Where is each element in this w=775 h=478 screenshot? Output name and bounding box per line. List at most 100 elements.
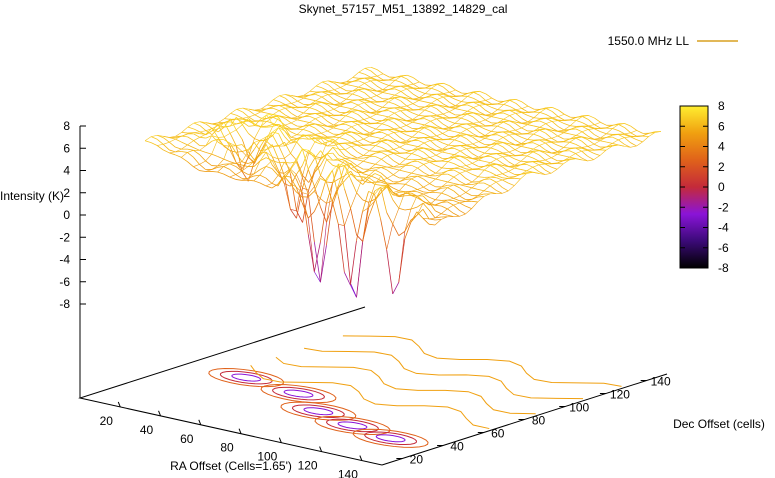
surface-segment <box>400 107 407 111</box>
surface-segment <box>473 98 480 102</box>
surface-segment <box>539 129 546 134</box>
surface-segment <box>364 101 371 103</box>
surface-segment <box>382 106 389 109</box>
surface-segment <box>387 174 394 179</box>
surface-segment <box>381 123 389 127</box>
surface-segment <box>358 68 366 73</box>
surface-segment <box>368 198 375 203</box>
surface-segment <box>521 139 528 144</box>
surface-segment <box>217 141 225 146</box>
surface-segment <box>478 121 486 127</box>
surface-segment <box>429 150 437 156</box>
surface-segment <box>527 151 534 153</box>
surface-segment <box>295 191 303 198</box>
surface-segment <box>532 172 539 174</box>
surface-segment <box>296 129 304 135</box>
surface-segment <box>455 98 462 103</box>
surface-segment <box>459 172 467 179</box>
surface-segment <box>428 217 436 220</box>
surface-segment <box>296 138 303 140</box>
surface-segment <box>406 86 414 89</box>
surface-segment <box>394 85 402 88</box>
surface-segment <box>532 157 540 162</box>
surface-segment <box>618 144 625 147</box>
surface-segment <box>429 177 436 180</box>
surface-segment <box>301 192 309 235</box>
surface-segment <box>406 95 414 100</box>
surface-segment <box>327 90 335 94</box>
surface-segment <box>411 195 418 197</box>
surface-segment <box>357 114 365 120</box>
surface-segment <box>538 163 546 166</box>
contour-ring <box>283 389 314 398</box>
surface-segment <box>352 99 359 102</box>
surface-segment <box>429 146 437 151</box>
surface-segment <box>321 132 328 138</box>
surface-segment <box>581 159 588 162</box>
surface-segment <box>351 110 359 112</box>
surface-segment <box>295 148 303 162</box>
surface-segment <box>436 115 443 119</box>
surface-segment <box>223 133 231 138</box>
surface-segment <box>320 206 327 223</box>
surface-segment <box>459 201 466 204</box>
surface-segment <box>297 116 304 121</box>
surface-segment <box>326 200 333 246</box>
surface-segment <box>600 127 607 129</box>
surface-segment <box>411 178 418 183</box>
surface-segment <box>515 112 523 119</box>
surface-segment <box>478 131 486 136</box>
surface-segment <box>417 142 425 147</box>
surface-segment <box>393 153 400 157</box>
surface-segment <box>308 134 316 139</box>
surface-segment <box>230 112 237 116</box>
surface-segment <box>485 125 492 127</box>
surface-segment <box>321 91 329 95</box>
surface-segment <box>569 135 577 140</box>
surface-segment <box>532 166 540 172</box>
surface-segment <box>454 145 461 147</box>
surface-segment <box>551 127 559 132</box>
surface-segment <box>327 108 334 112</box>
surface-segment <box>388 112 395 118</box>
surface-segment <box>430 135 437 138</box>
surface-segment <box>552 107 559 111</box>
surface-segment <box>569 137 577 143</box>
surface-segment <box>242 121 249 127</box>
x-tick <box>117 401 121 408</box>
surface-segment <box>229 150 237 163</box>
surface-segment <box>368 164 376 170</box>
surface-segment <box>358 95 365 100</box>
surface-segment <box>430 137 437 141</box>
surface-segment <box>455 89 462 94</box>
surface-segment <box>376 75 384 81</box>
surface-segment <box>253 154 261 162</box>
surface-segment <box>392 194 400 197</box>
surface-segment <box>272 107 280 111</box>
surface-segment <box>466 143 473 146</box>
surface-segment <box>326 181 333 184</box>
surface-segment <box>266 131 273 137</box>
surface-segment <box>400 85 408 90</box>
surface-segment <box>466 119 474 124</box>
surface-segment <box>327 103 335 105</box>
surface-segment <box>272 117 279 127</box>
surface-segment <box>418 116 425 120</box>
surface-segment <box>460 129 468 134</box>
surface-segment <box>326 159 333 161</box>
surface-segment <box>369 132 376 137</box>
surface-segment <box>339 105 347 108</box>
surface-segment <box>187 132 194 135</box>
surface-segment <box>375 123 383 130</box>
surface-segment <box>442 138 449 141</box>
surface-segment <box>382 79 390 81</box>
surface-segment <box>235 166 243 172</box>
surface-segment <box>442 123 450 128</box>
surface-segment <box>581 129 589 133</box>
surface-segment <box>284 127 292 133</box>
surface-segment <box>368 184 376 203</box>
surface-segment <box>364 80 371 84</box>
surface-segment <box>453 176 461 182</box>
surface-segment <box>333 127 340 130</box>
surface-segment <box>545 149 552 154</box>
